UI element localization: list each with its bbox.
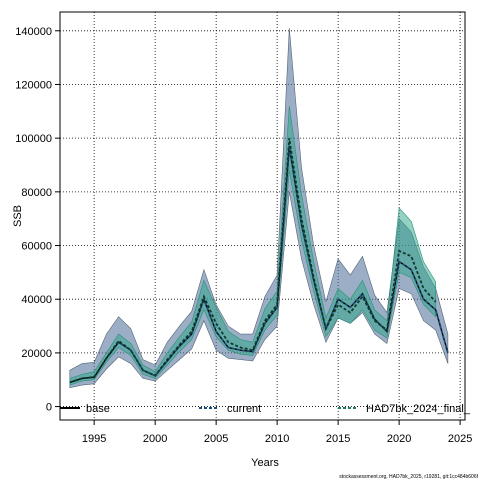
y-tick-label: 120000 xyxy=(15,79,52,91)
grid-lines xyxy=(60,12,465,420)
x-tick-label: 2010 xyxy=(265,433,289,445)
x-tick-label: 2005 xyxy=(204,433,228,445)
y-tick-label: 100000 xyxy=(15,133,52,145)
y-tick-label: 80000 xyxy=(21,187,52,199)
y-tick-label: 40000 xyxy=(21,294,52,306)
legend-label-current: current xyxy=(227,403,261,415)
uncertainty-bands xyxy=(69,28,449,389)
band-final xyxy=(69,105,436,386)
x-tick-label: 2025 xyxy=(448,433,472,445)
y-tick-label: 140000 xyxy=(15,26,52,38)
x-tick-label: 2020 xyxy=(387,433,411,445)
footer-credit: stockassessment.org, HAD7bk_2025, r19281… xyxy=(339,474,478,480)
line-final xyxy=(69,138,437,384)
x-tick-label: 2000 xyxy=(143,433,167,445)
x-axis: 1995 2000 2005 2010 2015 2020 2025 xyxy=(82,420,472,445)
y-tick-label: 20000 xyxy=(21,348,52,360)
legend-label-base: base xyxy=(86,403,110,415)
legend-label-final: HAD7bk_2024_final_ xyxy=(366,403,471,415)
y-axis: 0 20000 40000 60000 80000 100000 120000 140000 xyxy=(15,26,60,414)
legend: base current HAD7bk_2024_final_ xyxy=(60,403,471,415)
x-tick-label: 1995 xyxy=(82,433,106,445)
x-axis-label: Years xyxy=(251,457,279,469)
y-tick-label: 0 xyxy=(46,402,52,414)
x-tick-label: 2015 xyxy=(326,433,350,445)
y-axis-label: SSB xyxy=(12,205,24,227)
series-lines xyxy=(69,138,449,384)
y-tick-label: 60000 xyxy=(21,241,52,253)
plot-frame xyxy=(59,11,466,421)
